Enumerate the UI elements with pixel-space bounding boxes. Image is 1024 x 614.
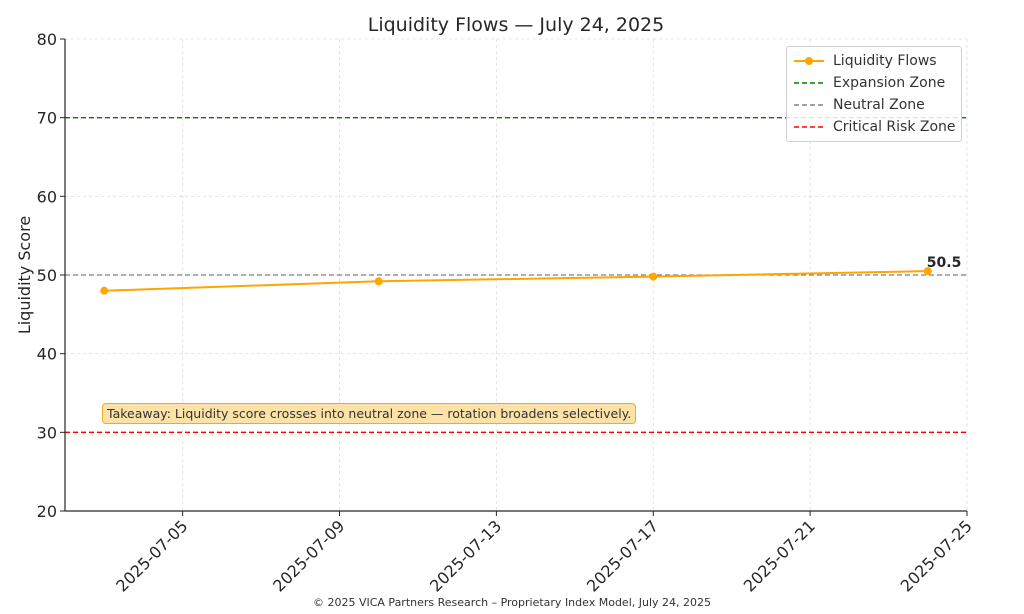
- legend-item-neutral-zone: Neutral Zone: [787, 94, 961, 116]
- data-point: [649, 272, 658, 281]
- x-tick-label: 2025-07-25: [897, 516, 976, 595]
- legend-label: Neutral Zone: [833, 97, 925, 113]
- y-tick-label: 60: [37, 187, 57, 206]
- footer-copyright: © 2025 VICA Partners Research – Propriet…: [312, 596, 712, 609]
- legend-swatch-dashed-green: [787, 72, 831, 94]
- legend-swatch-line-marker: [787, 50, 831, 72]
- legend: Liquidity Flows Expansion Zone Neutral Z…: [786, 46, 962, 142]
- last-point-label: 50.5: [927, 255, 962, 271]
- legend-swatch-dashed-gray: [787, 94, 831, 116]
- legend-swatch-dashed-red: [787, 116, 831, 138]
- axes: [60, 38, 968, 516]
- legend-item-critical-risk-zone: Critical Risk Zone: [787, 116, 961, 138]
- y-tick-label: 40: [37, 345, 57, 364]
- legend-item-expansion-zone: Expansion Zone: [787, 72, 961, 94]
- x-tick-label: 2025-07-09: [269, 516, 348, 595]
- data-point: [374, 277, 383, 286]
- chart-title: Liquidity Flows — July 24, 2025: [368, 14, 665, 36]
- series-layer: 50.5: [100, 255, 961, 295]
- legend-label: Critical Risk Zone: [833, 119, 956, 135]
- y-axis-label: Liquidity Score: [15, 216, 34, 334]
- x-tick-label: 2025-07-17: [583, 516, 662, 595]
- takeaway-annotation: Takeaway: Liquidity score crosses into n…: [102, 403, 637, 424]
- data-point: [923, 267, 932, 276]
- reference-lines: [65, 117, 967, 433]
- y-tick-label: 20: [37, 502, 57, 521]
- legend-label: Expansion Zone: [833, 75, 946, 91]
- data-point: [100, 286, 109, 295]
- legend-item-liquidity-flows: Liquidity Flows: [787, 50, 961, 72]
- series-line-liquidity-flows: [104, 270, 928, 292]
- y-tick-label: 30: [37, 423, 57, 442]
- legend-label: Liquidity Flows: [833, 53, 937, 69]
- x-tick-label: 2025-07-05: [112, 516, 191, 595]
- y-tick-label: 70: [37, 109, 57, 128]
- y-tick-label: 80: [37, 30, 57, 49]
- x-tick-label: 2025-07-13: [426, 516, 505, 595]
- x-tick-label: 2025-07-21: [740, 516, 819, 595]
- y-tick-label: 50: [37, 266, 57, 285]
